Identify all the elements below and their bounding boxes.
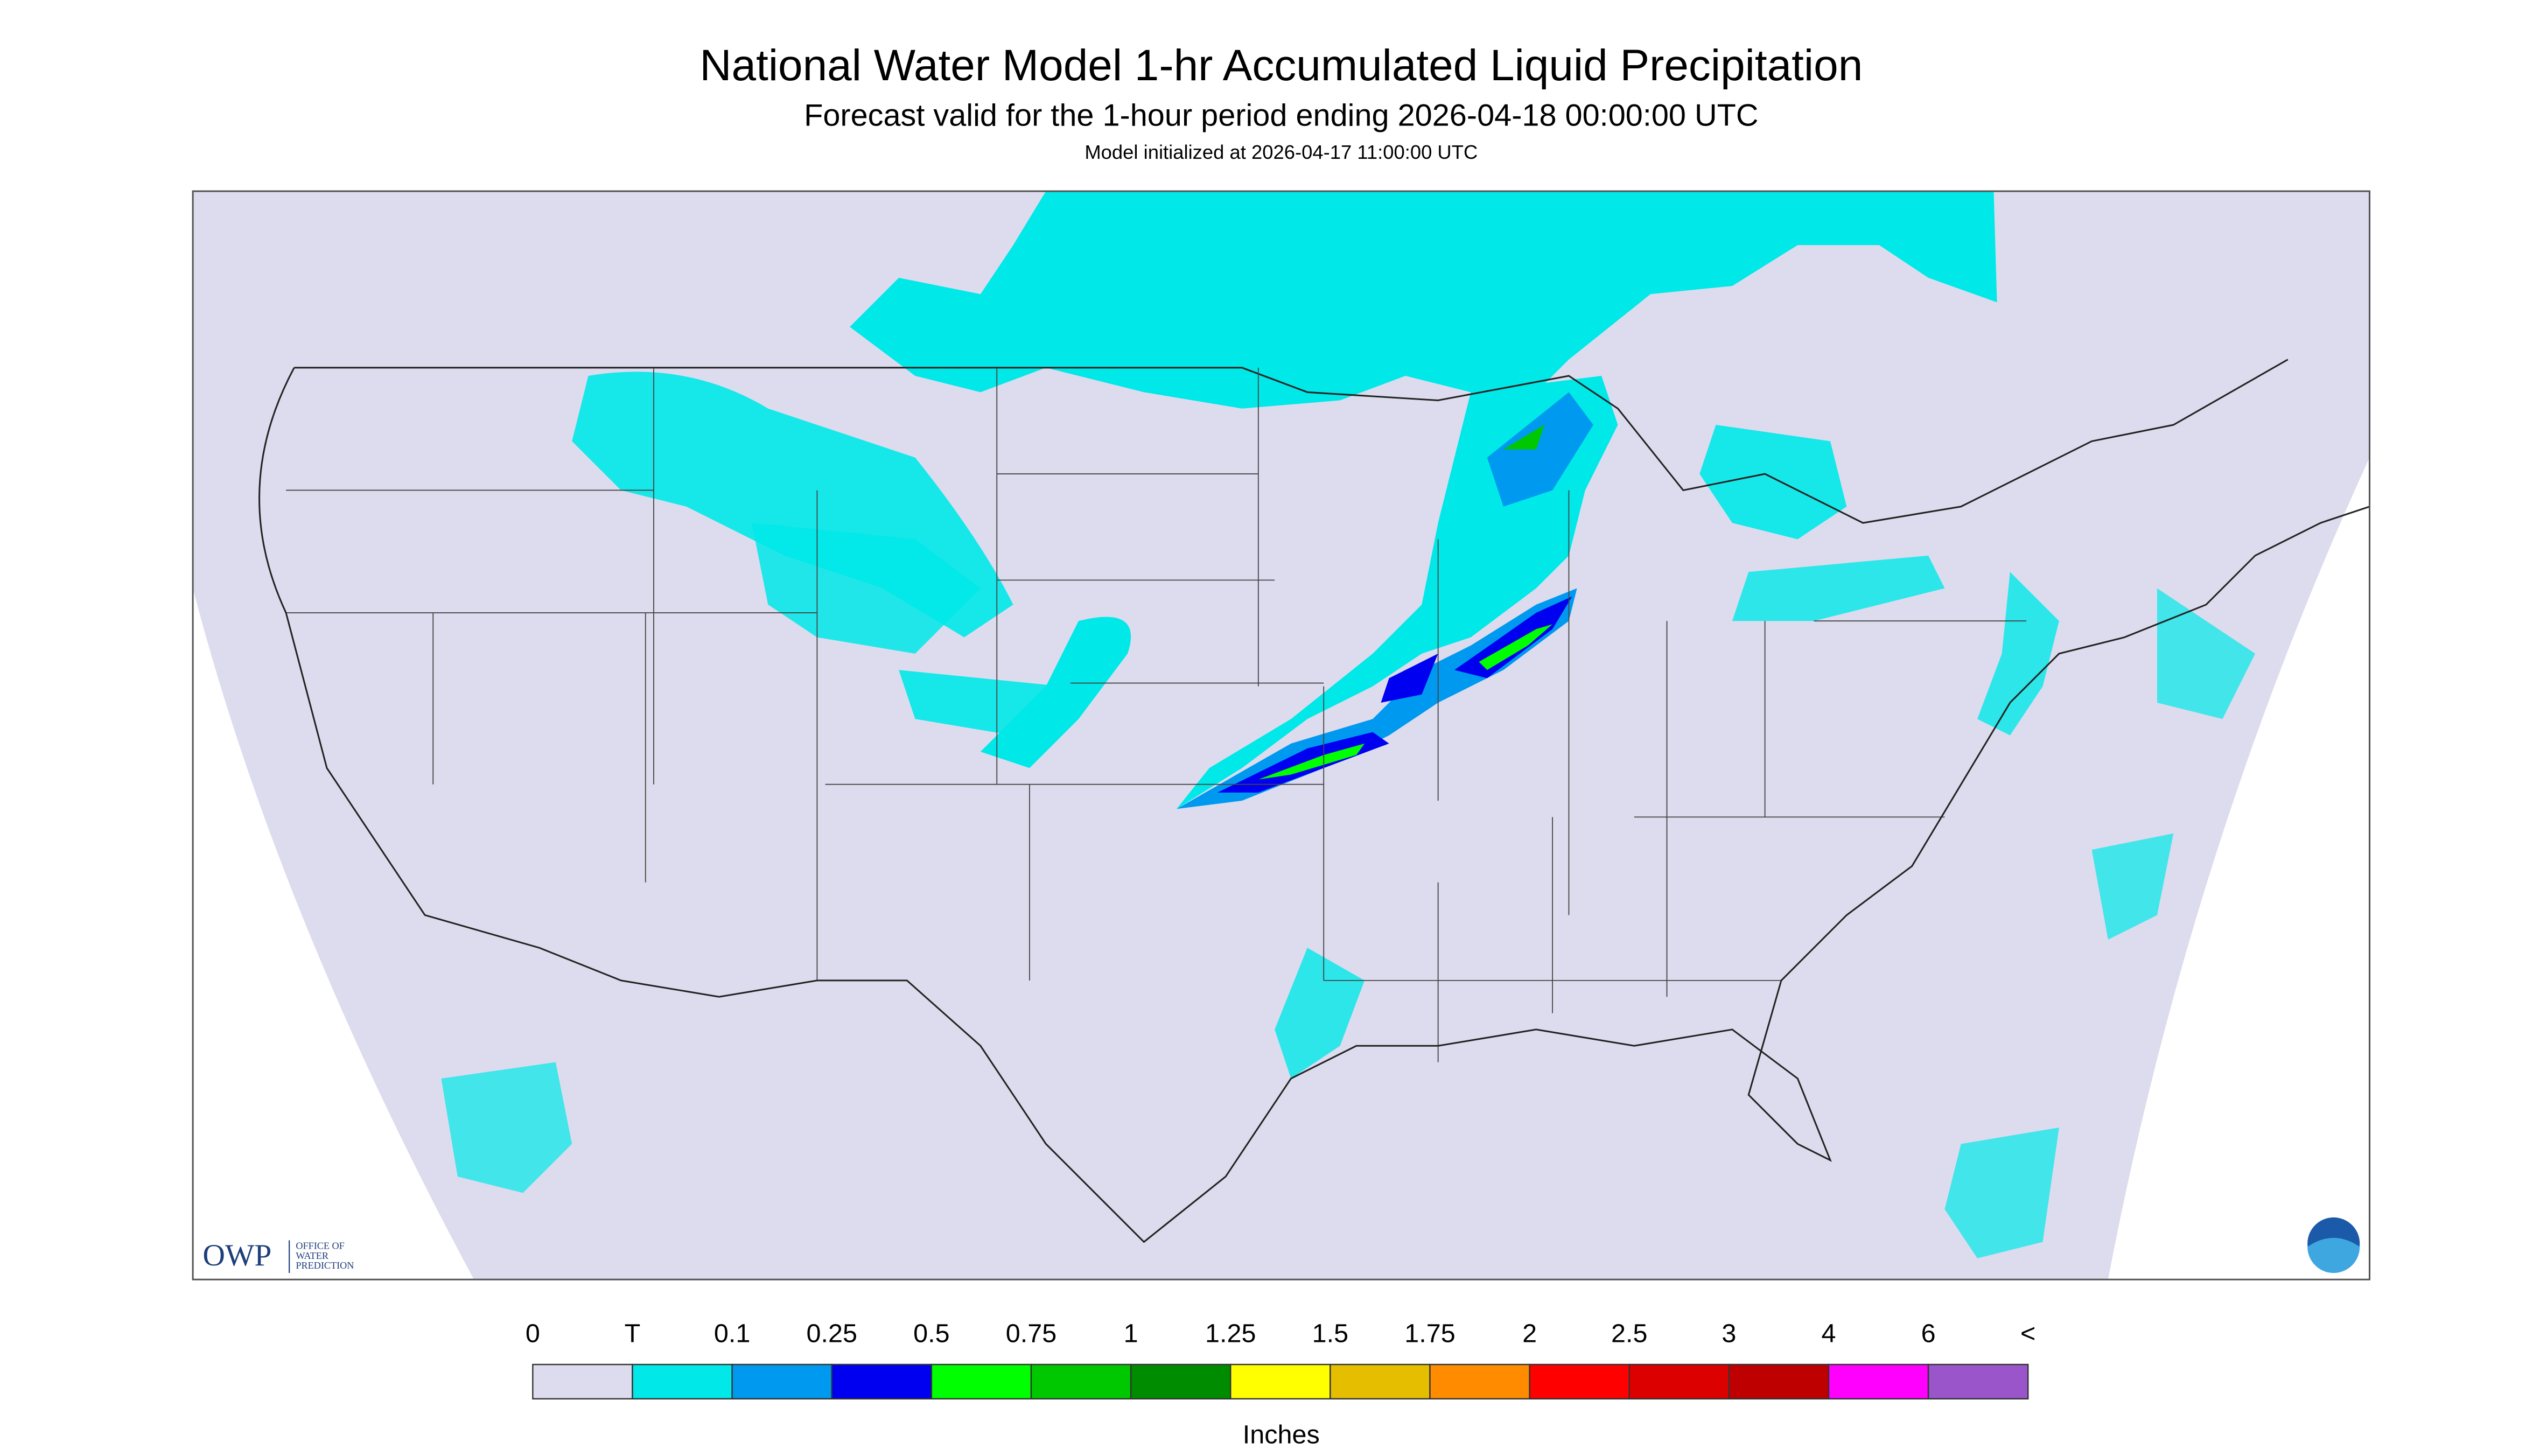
legend-label: 2 <box>1522 1319 1537 1348</box>
legend-swatch <box>1728 1363 1830 1399</box>
legend-label: 4 <box>1821 1319 1836 1348</box>
legend-swatch <box>1230 1363 1331 1399</box>
subtitle: Forecast valid for the 1-hour period end… <box>804 99 1758 133</box>
noaa-logo-wave <box>2307 1237 2360 1273</box>
logo-acronym: OWP <box>202 1238 271 1272</box>
map-frame <box>192 190 2371 1280</box>
logo-line: WATER <box>296 1250 328 1261</box>
legend-swatch <box>731 1363 832 1399</box>
title: National Water Model 1-hr Accumulated Li… <box>699 41 1863 90</box>
legend-swatch <box>1828 1363 1929 1399</box>
legend-swatch <box>1030 1363 1132 1399</box>
precip-light <box>441 191 2256 1258</box>
legend-swatch <box>1927 1363 2029 1399</box>
legend-label: 0.1 <box>714 1319 750 1348</box>
legend-label: 0.25 <box>806 1319 857 1348</box>
legend-label: 6 <box>1921 1319 1936 1348</box>
legend-label: 0 <box>526 1319 540 1348</box>
legend-swatch <box>1330 1363 1431 1399</box>
precip-heavy <box>1177 392 1593 809</box>
legend-swatch <box>1628 1363 1730 1399</box>
legend-label: 3 <box>1722 1319 1736 1348</box>
legend-label: 1 <box>1124 1319 1138 1348</box>
legend-label: 0.5 <box>913 1319 950 1348</box>
legend-swatch <box>532 1363 633 1399</box>
legend-swatch <box>930 1363 1032 1399</box>
legend-unit: Inches <box>1243 1420 1320 1449</box>
legend-label: 1.25 <box>1205 1319 1256 1348</box>
init-note: Model initialized at 2026-04-17 11:00:00… <box>1084 141 1478 163</box>
legend-label: T <box>625 1319 641 1348</box>
legend-label: < <box>2020 1319 2035 1348</box>
legend-label: 0.75 <box>1006 1319 1056 1348</box>
legend-swatch <box>1529 1363 1630 1399</box>
legend-label: 1.75 <box>1404 1319 1455 1348</box>
legend-swatch <box>831 1363 933 1399</box>
legend-swatch <box>632 1363 733 1399</box>
legend-label: 1.5 <box>1312 1319 1349 1348</box>
boundaries <box>258 359 2370 1243</box>
legend-swatch <box>1130 1363 1231 1399</box>
logo-line: OFFICE OF <box>296 1241 344 1251</box>
legend-label: 2.5 <box>1611 1319 1648 1348</box>
legend: 0 T 0.1 0.25 0.5 0.75 1 1.25 1.5 1.75 2 2.5 3 4 6 < <box>526 1319 2035 1399</box>
logo-line: PREDICTION <box>296 1260 354 1271</box>
legend-swatch <box>1429 1363 1530 1399</box>
